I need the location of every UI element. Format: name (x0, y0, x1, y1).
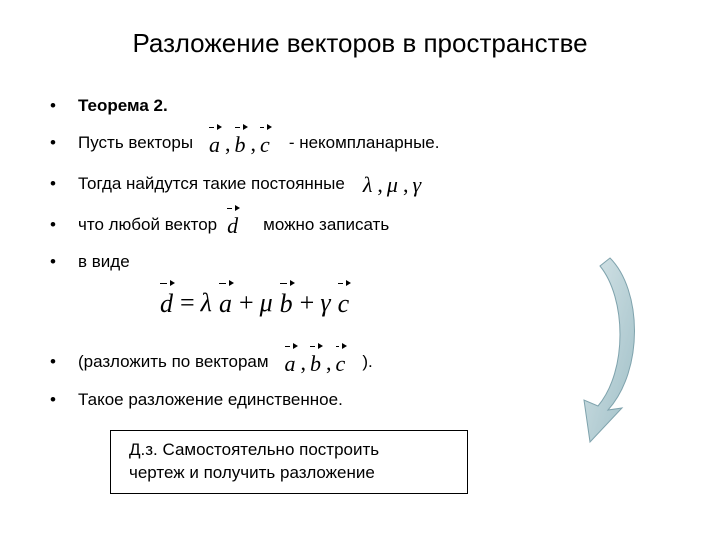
vector-b: b (280, 284, 294, 321)
vector-c: c (260, 128, 271, 160)
vector-d-inline: d (227, 209, 239, 241)
bullet-row: • Теорема 2. (50, 95, 670, 118)
text-fragment: Пусть векторы (78, 132, 193, 155)
bullet-icon: • (50, 214, 78, 237)
text-fragment: - некомпланарные. (289, 132, 440, 155)
text-fragment: ). (362, 351, 372, 374)
plus: + (239, 285, 254, 320)
bullet-icon: • (50, 95, 78, 118)
text-fragment: в виде (78, 251, 130, 274)
homework-line: чертеж и получить разложение (129, 462, 449, 485)
sep: , (377, 170, 383, 200)
gamma: γ (320, 285, 331, 320)
sep: , (251, 129, 257, 159)
vector-d: d (227, 209, 239, 241)
bullet-row: • Пусть векторы a, b, c - некомпланарные… (50, 128, 670, 160)
slide-body: • Теорема 2. • Пусть векторы a, b, c - н… (50, 95, 670, 494)
vector-c: c (336, 347, 347, 379)
mu: μ (387, 170, 399, 200)
text-fragment: Такое разложение единственное. (78, 389, 343, 412)
gamma: γ (412, 170, 422, 200)
text-fragment: Тогда найдутся такие постоянные (78, 173, 345, 196)
sep: , (225, 129, 231, 159)
slide: Разложение векторов в пространстве • Тео… (0, 0, 720, 540)
vector-a: a (285, 347, 297, 379)
text-fragment: можно записать (263, 214, 389, 237)
homework-box: Д.з. Самостоятельно построить чертеж и п… (110, 430, 468, 494)
bullet-row: • Тогда найдутся такие постоянные λ, μ, … (50, 170, 670, 200)
bullet-icon: • (50, 173, 78, 196)
sep: , (301, 348, 307, 378)
scalars-lmg: λ, μ, γ (363, 170, 422, 200)
bullet-row: • (разложить по векторам a, b, c ). (50, 347, 670, 379)
vectors-abc: a, b, c (209, 128, 271, 160)
bullet-icon: • (50, 251, 78, 274)
mu: μ (260, 285, 274, 320)
slide-title: Разложение векторов в пространстве (50, 28, 670, 59)
bullet-icon: • (50, 351, 78, 374)
equals: = (180, 285, 195, 320)
homework-line: Д.з. Самостоятельно построить (129, 439, 449, 462)
vector-a: a (209, 128, 221, 160)
sep: , (326, 348, 332, 378)
bullet-row: • в виде (50, 251, 670, 274)
vector-d: d (160, 284, 174, 321)
vectors-abc: a, b, c (285, 347, 347, 379)
theorem-label: Теорема 2. (78, 95, 168, 118)
vector-a: a (219, 284, 233, 321)
text-fragment: что любой вектор (78, 214, 217, 237)
plus: + (300, 285, 315, 320)
vector-c: c (338, 284, 351, 321)
bullet-row: • что любой вектор d можно записать (50, 209, 670, 241)
decomposition-equation: d = λa + μb + γc (160, 284, 670, 321)
bullet-icon: • (50, 132, 78, 155)
lambda: λ (363, 170, 374, 200)
bullet-row: • Такое разложение единственное. (50, 389, 670, 412)
vector-b: b (235, 128, 247, 160)
vector-b: b (310, 347, 322, 379)
text-fragment: (разложить по векторам (78, 351, 269, 374)
lambda: λ (201, 285, 213, 320)
bullet-icon: • (50, 389, 78, 412)
sep: , (403, 170, 409, 200)
